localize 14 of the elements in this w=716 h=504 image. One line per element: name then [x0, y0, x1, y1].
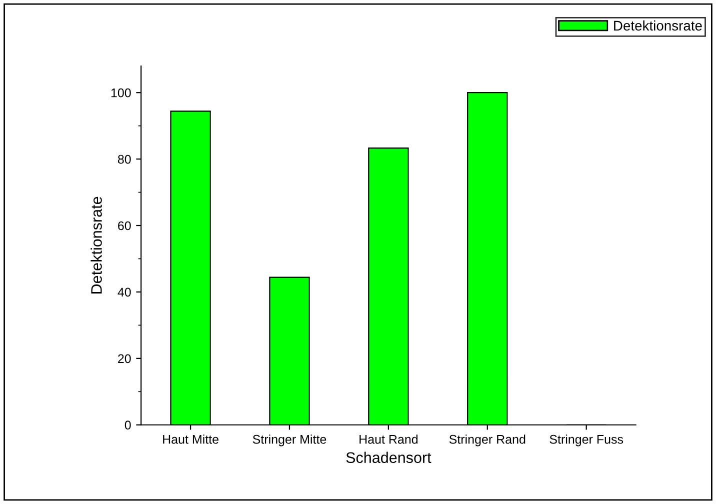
x-axis-title: Schadensort	[346, 452, 432, 464]
y-tick-label: 80	[118, 154, 131, 164]
legend-label: Detektionsrate	[614, 20, 702, 31]
y-axis-title: Detektionsrate	[90, 196, 102, 294]
x-tick-label: Stringer Mitte	[252, 434, 326, 446]
x-tick-label: Haut Mitte	[163, 434, 218, 444]
x-tick-label: Stringer Rand	[449, 434, 526, 446]
y-tick-label: 20	[118, 354, 131, 364]
y-tick-label: 40	[118, 288, 131, 297]
x-tick-label: Stringer Fuss	[550, 434, 624, 446]
y-tick-label: 0	[124, 420, 131, 430]
y-tick-label: 100	[111, 88, 131, 98]
y-tick-label: 60	[118, 221, 131, 230]
x-tick-label: Haut Rand	[360, 434, 418, 444]
